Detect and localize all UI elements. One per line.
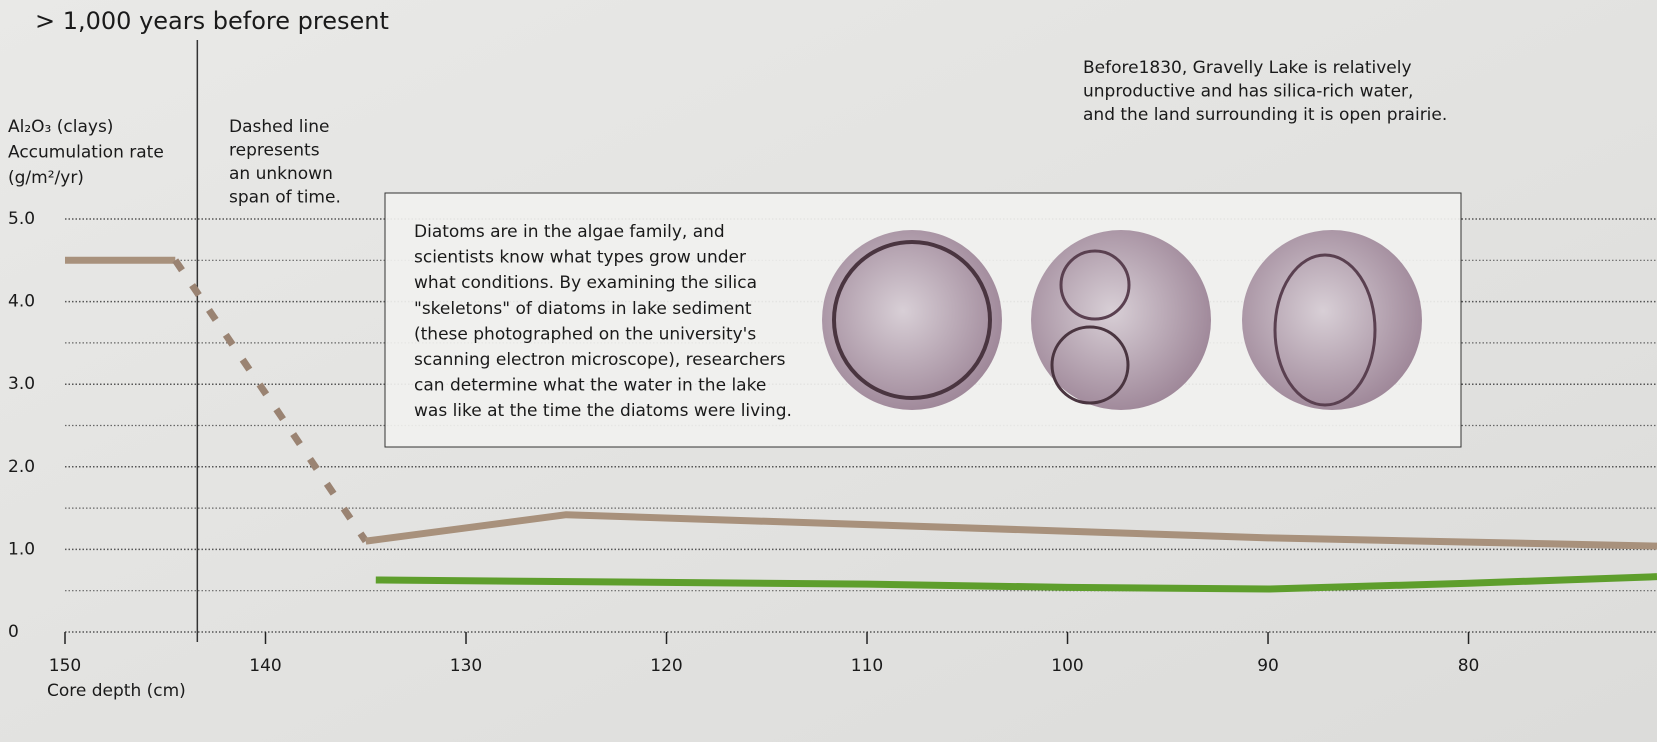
y-tick-label: 3.0 bbox=[8, 374, 35, 394]
x-axis-label: Core depth (cm) bbox=[47, 681, 186, 701]
box-line: can determine what the water in the lake bbox=[414, 376, 766, 396]
y-label-line: Accumulation rate bbox=[8, 143, 164, 163]
y-label-line: (g/m²/yr) bbox=[8, 168, 84, 188]
y-tick-label: 2.0 bbox=[8, 457, 35, 477]
x-tick-label: 140 bbox=[249, 656, 281, 676]
x-tick-label: 110 bbox=[851, 656, 883, 676]
y-label-line: Al₂O₃ (clays) bbox=[8, 117, 113, 137]
x-tick-label: 130 bbox=[450, 656, 482, 676]
box-line: scanning electron microscope), researche… bbox=[414, 350, 786, 370]
diatom-images bbox=[822, 230, 1422, 410]
chart: > 1,000 years before present Core depth … bbox=[0, 0, 1657, 742]
y-tick-label: 5.0 bbox=[8, 209, 35, 229]
box-line: "skeletons" of diatoms in lake sediment bbox=[414, 299, 752, 319]
box-line: what conditions. By examining the silica bbox=[414, 273, 757, 293]
box-line: scientists know what types grow under bbox=[414, 248, 746, 268]
box-line: Diatoms are in the algae family, and bbox=[414, 222, 725, 242]
box-line: (these photographed on the university's bbox=[414, 324, 756, 344]
x-tick-label: 100 bbox=[1051, 656, 1083, 676]
y-tick-label: 0 bbox=[8, 622, 19, 642]
page: > 1,000 years before present Core depth … bbox=[0, 0, 1657, 742]
x-tick-label: 80 bbox=[1458, 656, 1480, 676]
note-line: and the land surrounding it is open prai… bbox=[1083, 105, 1447, 125]
x-tick-label: 120 bbox=[650, 656, 682, 676]
y-tick-label: 1.0 bbox=[8, 539, 35, 559]
chart-title: > 1,000 years before present bbox=[35, 7, 389, 35]
annotation-line: span of time. bbox=[229, 188, 341, 208]
note-line: Before1830, Gravelly Lake is relatively bbox=[1083, 58, 1412, 78]
x-tick-label: 90 bbox=[1257, 656, 1279, 676]
annotation-line: Dashed line bbox=[229, 117, 329, 137]
annotation-line: an unknown bbox=[229, 164, 333, 184]
box-line: was like at the time the diatoms were li… bbox=[414, 401, 792, 421]
annotation-line: represents bbox=[229, 141, 320, 161]
x-tick-label: 150 bbox=[49, 656, 81, 676]
diatom-image bbox=[822, 230, 1002, 410]
y-tick-label: 4.0 bbox=[8, 292, 35, 312]
note-line: unproductive and has silica-rich water, bbox=[1083, 82, 1413, 102]
